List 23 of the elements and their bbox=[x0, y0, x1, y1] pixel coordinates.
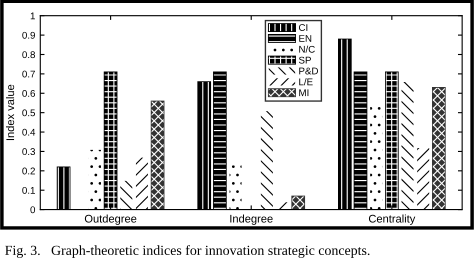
y-axis-title: Index value bbox=[6, 84, 14, 140]
x-tick-label: Indegree bbox=[230, 214, 273, 225]
y-tick-label: 0.1 bbox=[22, 186, 35, 194]
y-tick-label: 0.4 bbox=[22, 128, 36, 136]
legend-label: P&D bbox=[299, 68, 318, 74]
legend-label: SP bbox=[298, 56, 311, 64]
y-tick-label: 0.5 bbox=[22, 109, 36, 116]
y-tick-label: 0.7 bbox=[22, 70, 35, 78]
legend-label: CI bbox=[298, 24, 308, 31]
y-tick-label: 0 bbox=[30, 206, 36, 214]
legend-label: EN bbox=[299, 35, 312, 42]
y-tick-label: 1 bbox=[30, 12, 35, 20]
caption: Fig. 3. Graph-theoretic indices for innovation strategic concepts. bbox=[5, 245, 370, 258]
y-tick-label: 0.9 bbox=[22, 32, 35, 39]
y-tick-label: 0.8 bbox=[22, 51, 36, 58]
legend-label: MI bbox=[299, 89, 308, 96]
legend-label: N/C bbox=[299, 46, 315, 53]
y-tick-label: 0.2 bbox=[22, 168, 35, 174]
legend-label: L/E bbox=[299, 78, 313, 86]
y-tick-label: 0.3 bbox=[22, 148, 36, 156]
x-tick-label: Outdegree bbox=[84, 214, 136, 225]
y-tick-label: 0.6 bbox=[22, 90, 36, 97]
x-tick-label: Centrality bbox=[368, 214, 416, 225]
